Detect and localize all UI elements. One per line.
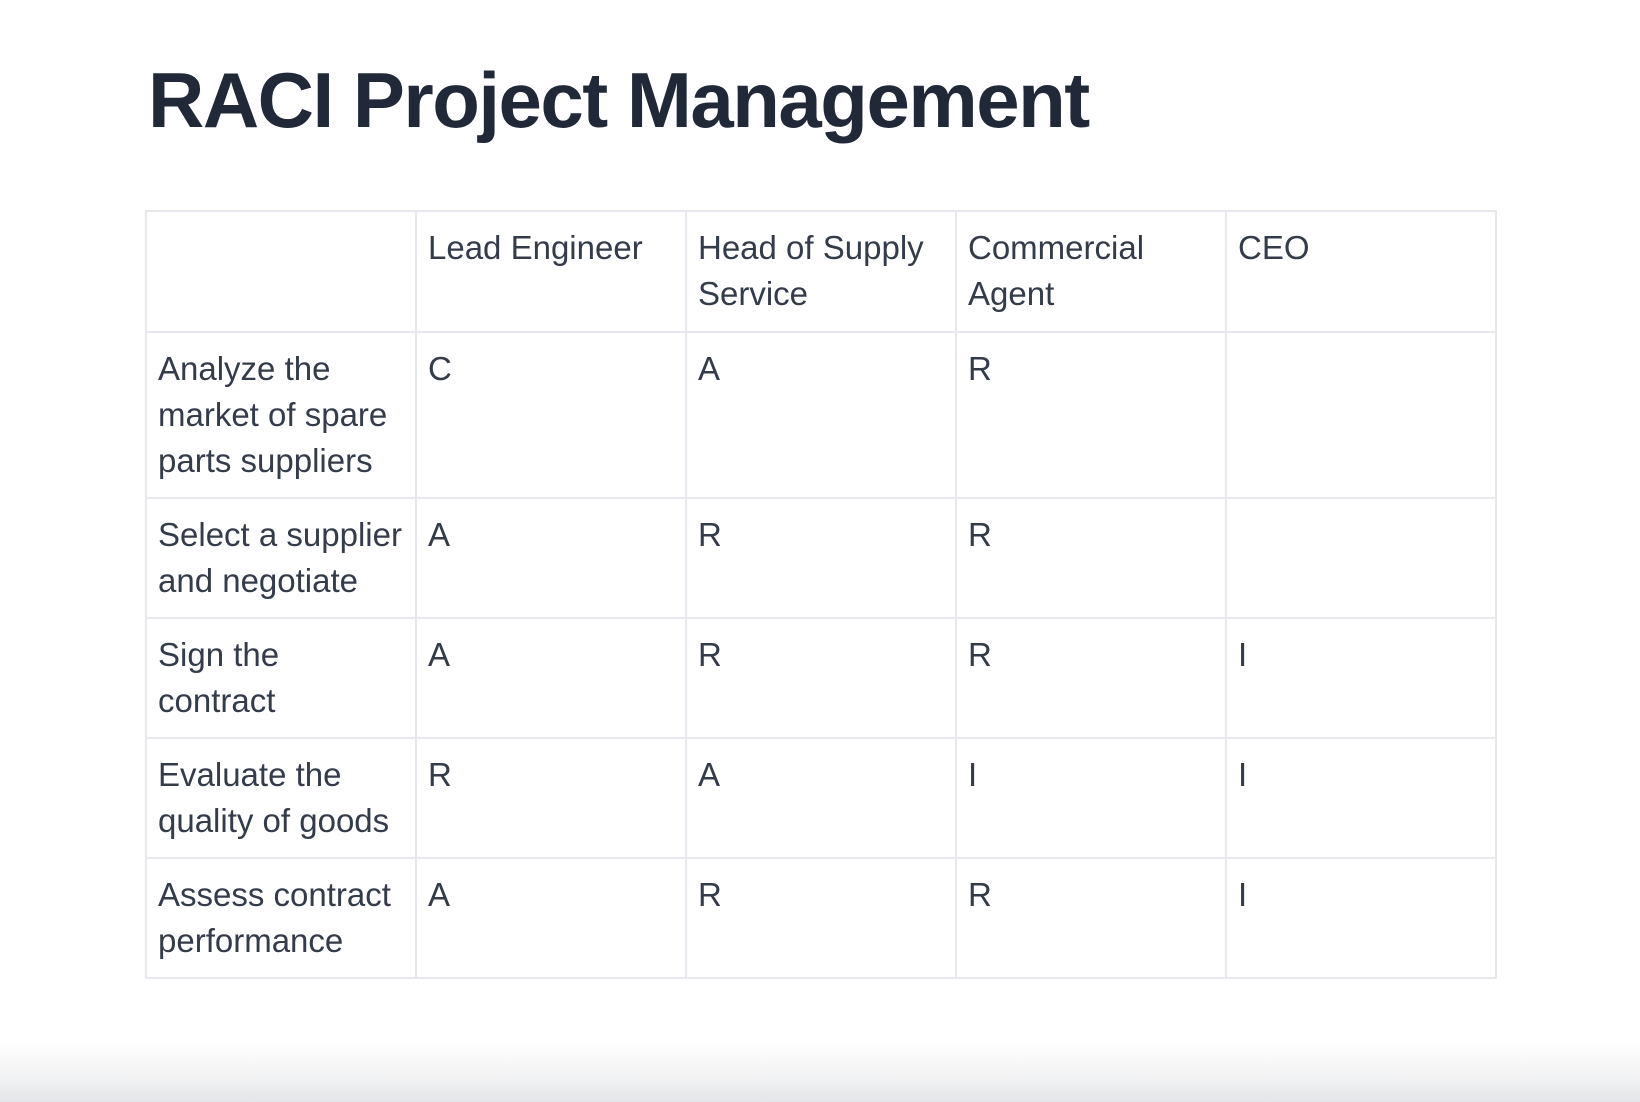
raci-cell: R [415,737,687,859]
table-header-head-of-supply-service: Head of Supply Service [685,210,957,333]
raci-cell: A [415,497,687,619]
raci-cell: I [1225,857,1497,979]
raci-cell: R [685,857,957,979]
task-cell: Assess contract performance [145,857,417,979]
table-header-commercial-agent: Commercial Agent [955,210,1227,333]
raci-cell: R [955,497,1227,619]
raci-cell: R [685,617,957,739]
raci-cell: A [685,331,957,499]
page-title: RACI Project Management [148,56,1090,144]
table-row-assess-performance: Assess contract performance A R R I [145,857,1497,979]
table-row-evaluate-quality: Evaluate the quality of goods R A I I [145,737,1497,859]
raci-cell: C [415,331,687,499]
raci-cell: R [955,617,1227,739]
raci-cell: I [1225,737,1497,859]
raci-cell: I [1225,617,1497,739]
raci-cell [1225,331,1497,499]
table-header-ceo: CEO [1225,210,1497,333]
raci-cell: I [955,737,1227,859]
table-header-row: Lead Engineer Head of Supply Service Com… [145,210,1497,333]
raci-cell: A [685,737,957,859]
table-row-select-supplier: Select a supplier and negotiate A R R [145,497,1497,619]
table-header-blank [145,210,417,333]
table-header-lead-engineer: Lead Engineer [415,210,687,333]
table-row-sign-contract: Sign the contract A R R I [145,617,1497,739]
raci-cell: R [955,331,1227,499]
task-cell: Analyze the market of spare parts suppli… [145,331,417,499]
task-cell: Sign the contract [145,617,417,739]
raci-cell: R [955,857,1227,979]
task-cell: Select a supplier and negotiate [145,497,417,619]
raci-table: Lead Engineer Head of Supply Service Com… [145,210,1497,979]
task-cell: Evaluate the quality of goods [145,737,417,859]
raci-cell: A [415,857,687,979]
raci-cell [1225,497,1497,619]
raci-cell: R [685,497,957,619]
raci-cell: A [415,617,687,739]
table-row-analyze-market: Analyze the market of spare parts suppli… [145,331,1497,499]
